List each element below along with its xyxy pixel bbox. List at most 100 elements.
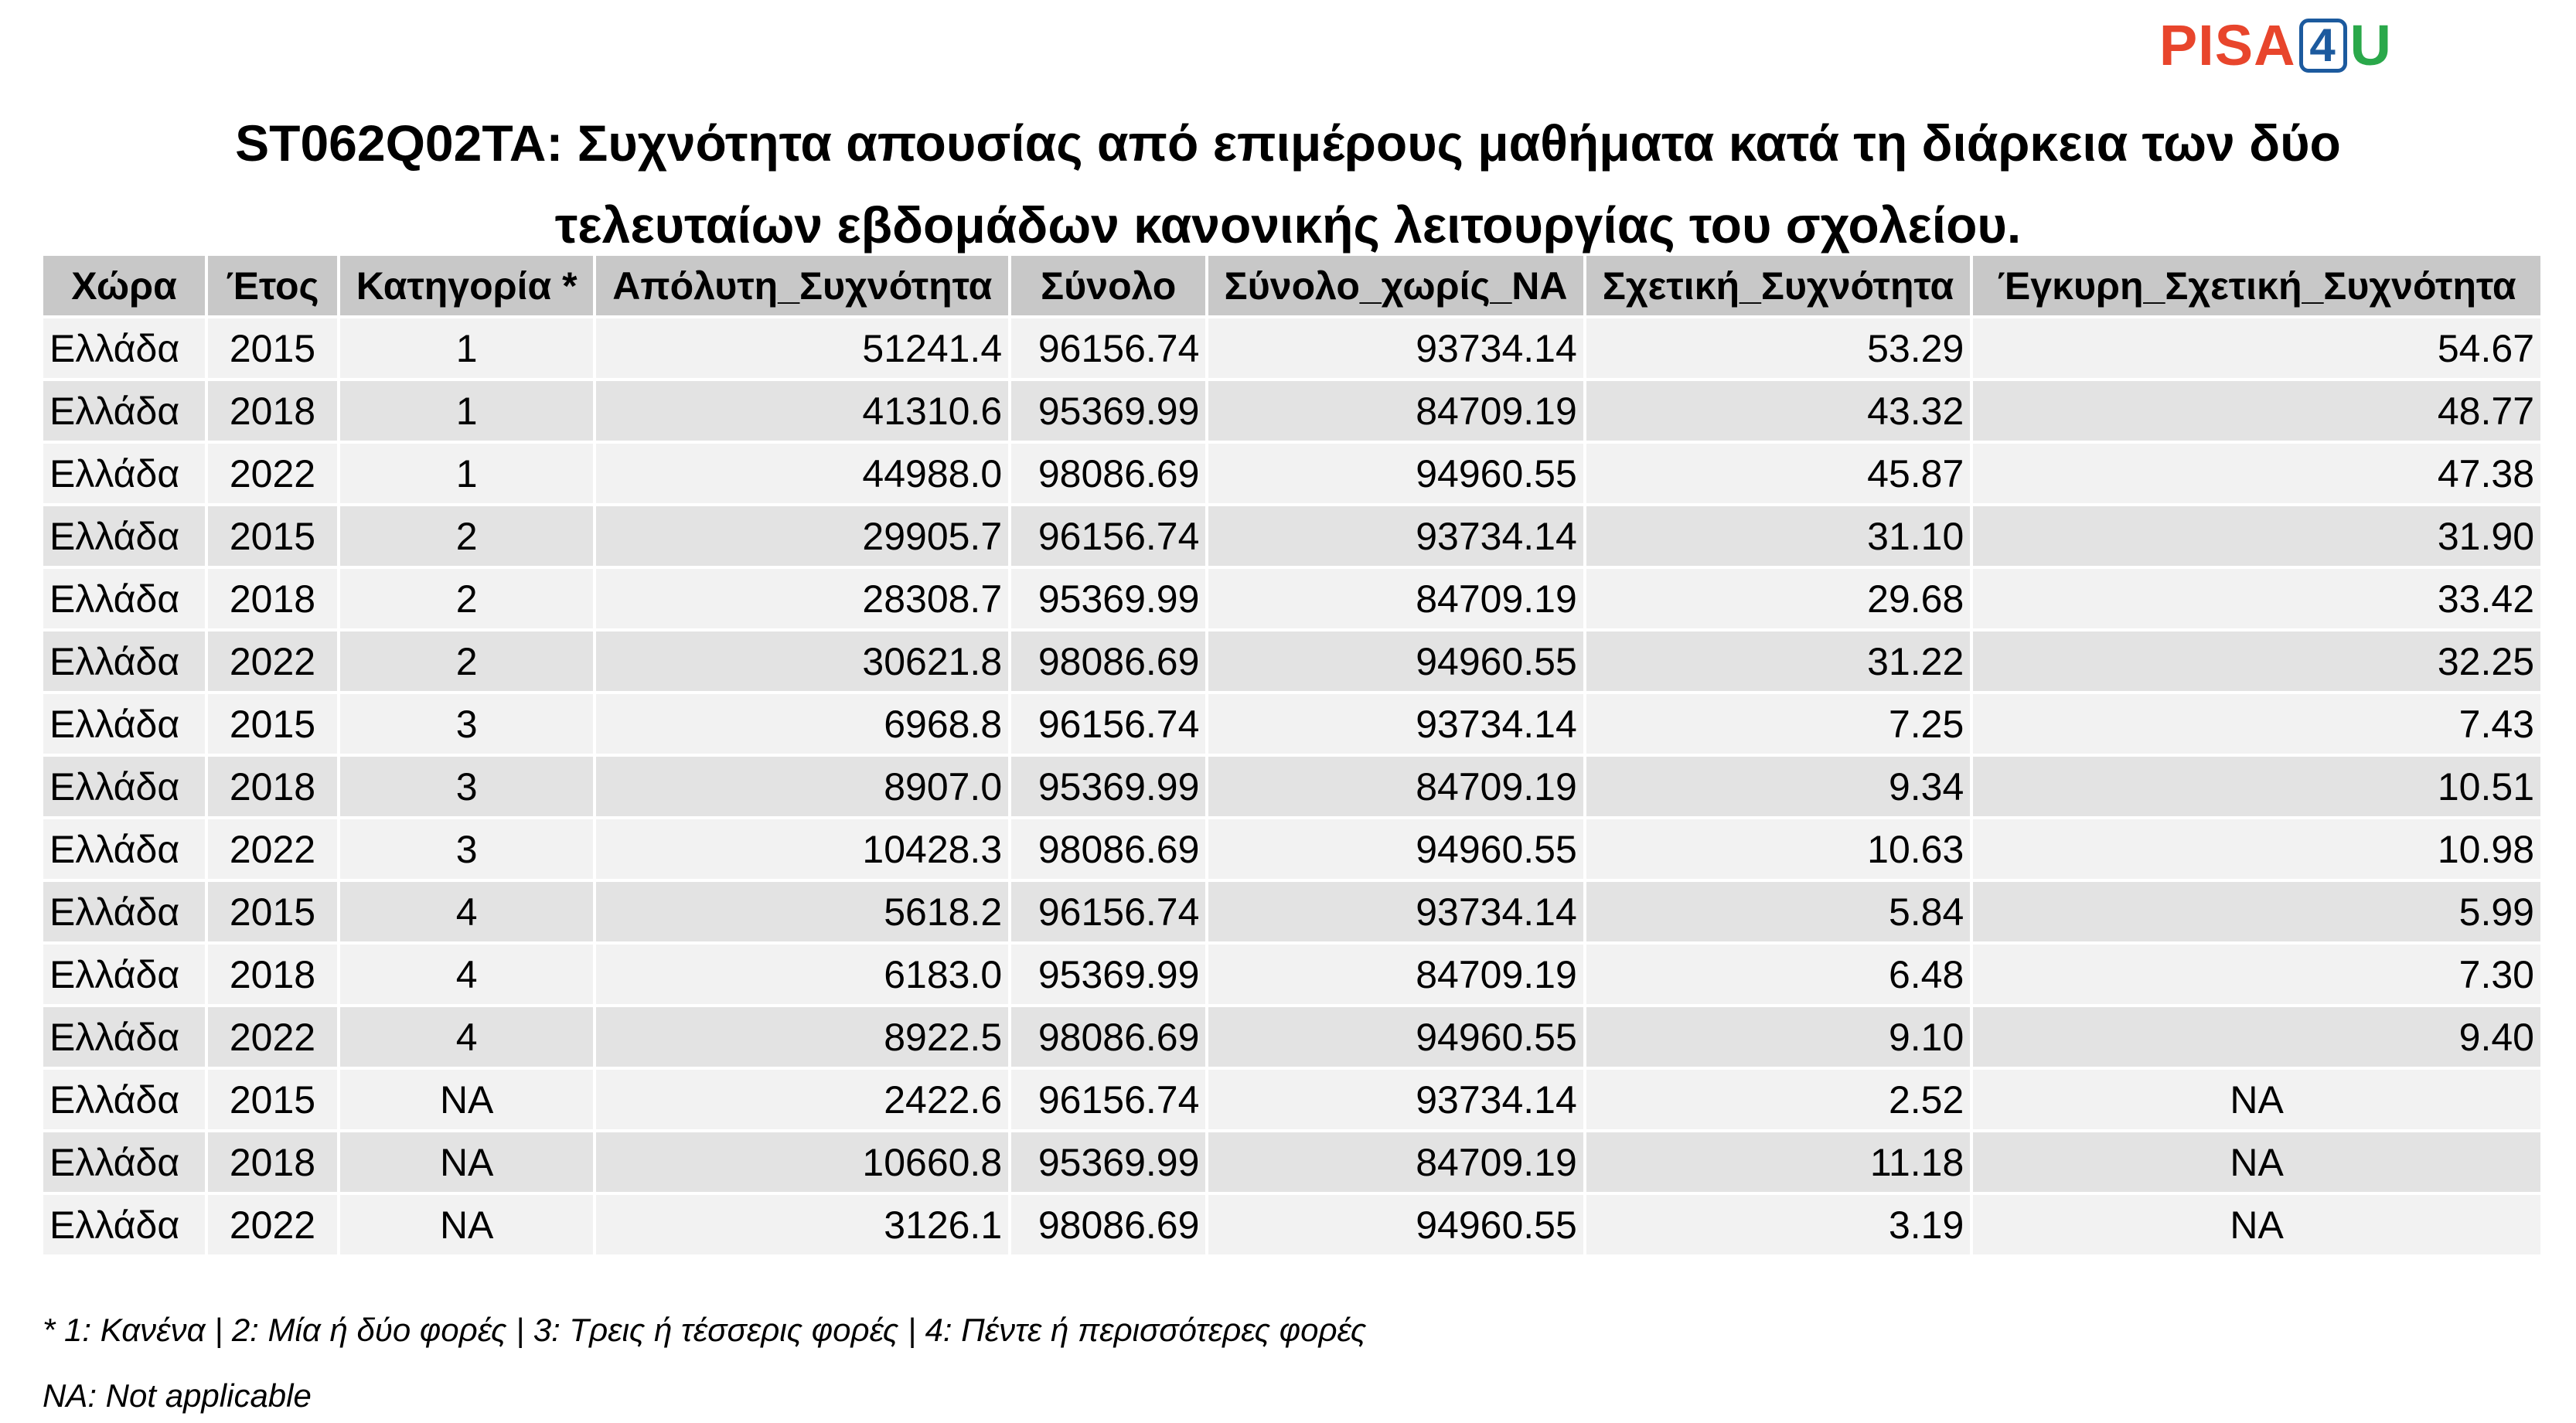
cell-valid-relative-frequency: NA [1973, 1132, 2540, 1192]
cell-country: Ελλάδα [43, 318, 206, 378]
table-row: Ελλάδα 2018 NA 10660.8 95369.99 84709.19 11.18… [43, 1132, 2540, 1192]
cell-total-without-na: 93734.14 [1208, 1070, 1583, 1129]
cell-year: 2022 [208, 819, 337, 879]
cell-total: 98086.69 [1011, 1195, 1206, 1254]
cell-relative-frequency: 53.29 [1586, 318, 1971, 378]
cell-country: Ελλάδα [43, 631, 206, 691]
cell-country: Ελλάδα [43, 506, 206, 566]
cell-relative-frequency: 31.10 [1586, 506, 1971, 566]
cell-absolute-frequency: 29905.7 [596, 506, 1009, 566]
cell-total: 95369.99 [1011, 945, 1206, 1004]
cell-total-without-na: 93734.14 [1208, 506, 1583, 566]
cell-absolute-frequency: 28308.7 [596, 569, 1009, 628]
pisa4u-logo: PISA 4 U [2159, 17, 2392, 74]
cell-relative-frequency: 9.34 [1586, 757, 1971, 816]
table-row: Ελλάδα 2018 2 28308.7 95369.99 84709.19 29.68 3… [43, 569, 2540, 628]
cell-category: 2 [339, 631, 594, 691]
cell-category: 3 [339, 694, 594, 754]
cell-absolute-frequency: 51241.4 [596, 318, 1009, 378]
cell-absolute-frequency: 41310.6 [596, 381, 1009, 441]
header-total: Σύνολο [1011, 256, 1206, 315]
cell-total-without-na: 94960.55 [1208, 444, 1583, 503]
cell-year: 2015 [208, 318, 337, 378]
cell-relative-frequency: 43.32 [1586, 381, 1971, 441]
cell-total: 95369.99 [1011, 569, 1206, 628]
cell-country: Ελλάδα [43, 1132, 206, 1192]
cell-year: 2022 [208, 1195, 337, 1254]
table-row: Ελλάδα 2022 4 8922.5 98086.69 94960.55 9.10 9.4… [43, 1007, 2540, 1067]
cell-category: 4 [339, 945, 594, 1004]
cell-relative-frequency: 31.22 [1586, 631, 1971, 691]
cell-country: Ελλάδα [43, 757, 206, 816]
cell-relative-frequency: 9.10 [1586, 1007, 1971, 1067]
cell-valid-relative-frequency: 54.67 [1973, 318, 2540, 378]
table-row: Ελλάδα 2022 3 10428.3 98086.69 94960.55 10.63 1… [43, 819, 2540, 879]
cell-total-without-na: 84709.19 [1208, 1132, 1583, 1192]
cell-year: 2018 [208, 945, 337, 1004]
cell-absolute-frequency: 2422.6 [596, 1070, 1009, 1129]
table-row: Ελλάδα 2015 2 29905.7 96156.74 93734.14 31.10 3… [43, 506, 2540, 566]
cell-relative-frequency: 45.87 [1586, 444, 1971, 503]
header-category: Κατηγορία * [339, 256, 594, 315]
cell-valid-relative-frequency: NA [1973, 1070, 2540, 1129]
cell-year: 2015 [208, 506, 337, 566]
cell-valid-relative-frequency: 48.77 [1973, 381, 2540, 441]
cell-country: Ελλάδα [43, 882, 206, 941]
logo-text-u: U [2349, 13, 2392, 77]
header-total-without-na: Σύνολο_χωρίς_NA [1208, 256, 1583, 315]
header-year: Έτος [208, 256, 337, 315]
header-absolute-frequency: Απόλυτη_Συχνότητα [596, 256, 1009, 315]
cell-total: 96156.74 [1011, 506, 1206, 566]
header-valid-relative-frequency: Έγκυρη_Σχετική_Συχνότητα [1973, 256, 2540, 315]
table-header-row: Χώρα Έτος Κατηγορία * Απόλυτη_Συχνότητα … [43, 256, 2540, 315]
cell-valid-relative-frequency: NA [1973, 1195, 2540, 1254]
cell-country: Ελλάδα [43, 945, 206, 1004]
cell-total: 96156.74 [1011, 1070, 1206, 1129]
cell-total-without-na: 94960.55 [1208, 1195, 1583, 1254]
cell-year: 2015 [208, 694, 337, 754]
cell-relative-frequency: 10.63 [1586, 819, 1971, 879]
cell-total-without-na: 93734.14 [1208, 318, 1583, 378]
cell-country: Ελλάδα [43, 694, 206, 754]
cell-category: 3 [339, 819, 594, 879]
cell-total: 96156.74 [1011, 694, 1206, 754]
cell-valid-relative-frequency: 5.99 [1973, 882, 2540, 941]
cell-year: 2018 [208, 381, 337, 441]
cell-absolute-frequency: 6183.0 [596, 945, 1009, 1004]
title-line-1: ST062Q02TA: Συχνότητα απουσίας από επιμέ… [235, 114, 2341, 172]
cell-country: Ελλάδα [43, 444, 206, 503]
footnote-categories: * 1: Κανένα | 2: Μία ή δύο φορές | 3: Τρ… [43, 1312, 1367, 1348]
cell-valid-relative-frequency: 7.43 [1973, 694, 2540, 754]
table-row: Ελλάδα 2018 4 6183.0 95369.99 84709.19 6.48 7.3… [43, 945, 2540, 1004]
cell-country: Ελλάδα [43, 819, 206, 879]
cell-total-without-na: 94960.55 [1208, 1007, 1583, 1067]
table-row: Ελλάδα 2015 1 51241.4 96156.74 93734.14 53.29 5… [43, 318, 2540, 378]
cell-valid-relative-frequency: 32.25 [1973, 631, 2540, 691]
cell-year: 2015 [208, 882, 337, 941]
cell-relative-frequency: 7.25 [1586, 694, 1971, 754]
cell-category: 2 [339, 506, 594, 566]
cell-total-without-na: 93734.14 [1208, 694, 1583, 754]
cell-total: 96156.74 [1011, 318, 1206, 378]
cell-total: 98086.69 [1011, 819, 1206, 879]
cell-absolute-frequency: 5618.2 [596, 882, 1009, 941]
cell-total-without-na: 84709.19 [1208, 569, 1583, 628]
cell-year: 2022 [208, 631, 337, 691]
cell-total: 95369.99 [1011, 381, 1206, 441]
table-row: Ελλάδα 2022 2 30621.8 98086.69 94960.55 31.22 3… [43, 631, 2540, 691]
table-row: Ελλάδα 2015 4 5618.2 96156.74 93734.14 5.84 5.9… [43, 882, 2540, 941]
cell-total-without-na: 93734.14 [1208, 882, 1583, 941]
title-line-2: τελευταίων εβδομάδων κανονικής λειτουργί… [554, 196, 2022, 254]
cell-absolute-frequency: 3126.1 [596, 1195, 1009, 1254]
cell-relative-frequency: 3.19 [1586, 1195, 1971, 1254]
cell-relative-frequency: 6.48 [1586, 945, 1971, 1004]
cell-total: 98086.69 [1011, 631, 1206, 691]
header-country: Χώρα [43, 256, 206, 315]
cell-year: 2022 [208, 1007, 337, 1067]
cell-category: 2 [339, 569, 594, 628]
cell-category: NA [339, 1070, 594, 1129]
cell-total-without-na: 84709.19 [1208, 945, 1583, 1004]
table-row: Ελλάδα 2018 3 8907.0 95369.99 84709.19 9.34 10.… [43, 757, 2540, 816]
cell-total-without-na: 94960.55 [1208, 631, 1583, 691]
cell-category: 4 [339, 1007, 594, 1067]
